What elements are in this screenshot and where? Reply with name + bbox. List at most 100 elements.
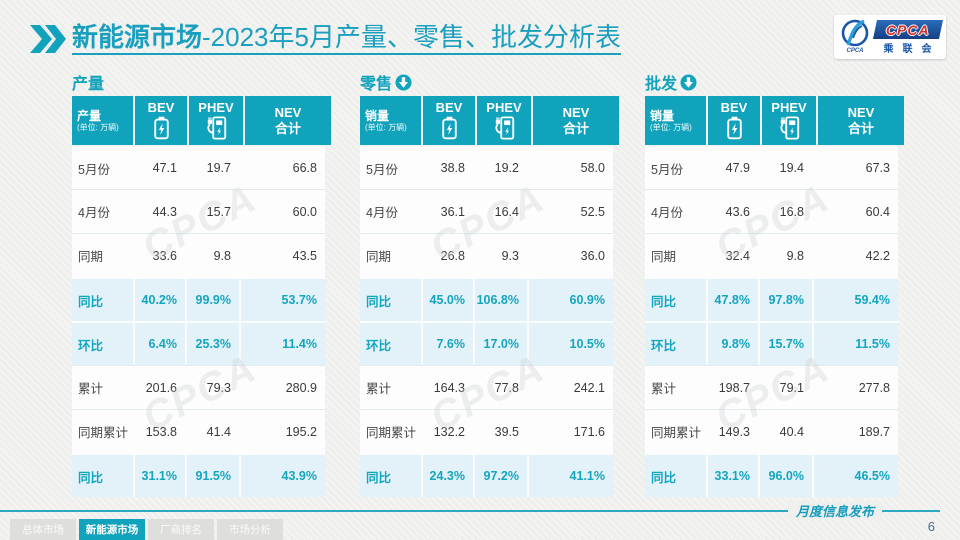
- nav-tab-厂商排名[interactable]: 厂商排名: [148, 519, 214, 540]
- total-label-line2: 合计: [274, 120, 301, 136]
- cell-value: 32.4: [725, 248, 750, 263]
- row-label: 同比: [366, 294, 392, 309]
- cell-value: 38.8: [440, 161, 465, 175]
- table-row: 同比 45.0% 106.8% 60.9%: [360, 277, 613, 321]
- table-row: 累计 164.3 77.8 242.1: [360, 365, 613, 409]
- table-row: 累计 201.6 79.3 280.9: [72, 365, 325, 409]
- page-title-rest: -2023年5月产量、零售、批发分析表: [202, 22, 621, 52]
- table-row: 环比 7.6% 17.0% 10.5%: [360, 321, 613, 365]
- row-label: 5月份: [366, 162, 398, 177]
- cell-value: 91.5%: [185, 455, 239, 497]
- cell-value: 33.1%: [706, 455, 758, 497]
- cell-value: 15.7: [206, 204, 231, 219]
- section-title: 批发: [645, 76, 678, 93]
- table-header-row: 销量 (单位: 万辆) BEV PHEV NEV 合计: [645, 96, 904, 145]
- section-production: 产量 产量 (单位: 万辆) BEV PHEV NEV 合计 5月份 47.1 19.7 66.8 4…: [72, 70, 331, 497]
- row-label: 同期累计: [366, 426, 417, 440]
- cell-value: 60.9%: [527, 279, 613, 321]
- header-cell-col_bev: BEV: [708, 96, 760, 145]
- cell-value: 149.3: [718, 424, 750, 439]
- nav-tab-市场分析[interactable]: 市场分析: [217, 519, 283, 540]
- header-cell-metric: 销量 (单位: 万辆): [360, 96, 421, 145]
- cell-value: 59.4%: [812, 279, 898, 321]
- table-row: 同比 31.1% 91.5% 43.9%: [72, 453, 325, 497]
- cell-value: 10.5%: [527, 323, 613, 365]
- row-label: 累计: [78, 382, 104, 396]
- metric-title: 产量: [77, 108, 102, 123]
- table-body: 5月份 47.1 19.7 66.8 4月份 44.3 15.7 60.0 同期 33.6 9.8 4…: [72, 145, 325, 497]
- cell-value: 99.9%: [185, 279, 239, 321]
- cell-value: 9.8: [213, 248, 231, 263]
- cell-value: 60.0: [292, 204, 317, 219]
- cell-value: 6.4%: [133, 323, 185, 365]
- nav-tab-新能源市场[interactable]: 新能源市场: [79, 519, 145, 540]
- nav-tab-总体市场[interactable]: 总体市场: [10, 519, 76, 540]
- phev-charger-icon: [204, 116, 228, 140]
- header-cell-total: NEV 合计: [818, 96, 904, 145]
- metric-title: 销量: [365, 108, 390, 123]
- cell-value: 43.6: [725, 204, 750, 219]
- table-row: 4月份 36.1 16.4 52.5: [360, 189, 613, 233]
- metric-unit: (单位: 万辆): [650, 122, 692, 132]
- total-label-line2: 合计: [847, 120, 874, 136]
- column-label: PHEV: [486, 100, 522, 115]
- section-header: 批发: [645, 70, 898, 94]
- row-label: 同比: [78, 470, 104, 485]
- data-table: 产量 (单位: 万辆) BEV PHEV NEV 合计 5月份 47.1 19.7 66.8 4月份…: [72, 96, 331, 497]
- page-number: 6: [927, 519, 935, 534]
- section-title: 产量: [72, 76, 105, 93]
- cell-value: 7.6%: [421, 323, 473, 365]
- metric-unit: (单位: 万辆): [365, 122, 407, 132]
- cell-value: 11.4%: [239, 323, 325, 365]
- total-label-line1: NEV: [274, 104, 302, 120]
- cpca-logo: CPCA CPCA 乘联会: [834, 15, 946, 59]
- double-chevron-icon: [30, 24, 66, 53]
- section-title: 零售: [360, 76, 393, 93]
- row-label: 环比: [651, 338, 677, 353]
- cell-value: 106.8%: [473, 279, 527, 321]
- table-body: 5月份 47.9 19.4 67.3 4月份 43.6 16.8 60.4 同期 32.4 9.8 4…: [645, 145, 898, 497]
- page-title-prefix: 新能源市场: [72, 22, 203, 52]
- total-label-line2: 合计: [562, 120, 589, 136]
- cell-value: 15.7%: [758, 323, 812, 365]
- row-label: 环比: [78, 338, 104, 353]
- table-row: 4月份 44.3 15.7 60.0: [72, 189, 325, 233]
- cell-value: 45.0%: [421, 279, 473, 321]
- row-label: 4月份: [651, 206, 683, 220]
- cell-value: 43.5: [292, 248, 317, 263]
- cell-value: 47.8%: [706, 279, 758, 321]
- table-row: 5月份 47.9 19.4 67.3: [645, 145, 898, 189]
- cell-value: 25.3%: [185, 323, 239, 365]
- section-header: 零售: [360, 70, 613, 94]
- table-row: 同比 40.2% 99.9% 53.7%: [72, 277, 325, 321]
- column-label: BEV: [435, 100, 463, 115]
- cell-value: 67.3: [865, 161, 890, 175]
- table-body: 5月份 38.8 19.2 58.0 4月份 36.1 16.4 52.5 同期 26.8 9.3 3…: [360, 145, 613, 497]
- cell-value: 96.0%: [758, 455, 812, 497]
- header-cell-metric: 产量 (单位: 万辆): [72, 96, 133, 145]
- table-row: 同期 33.6 9.8 43.5: [72, 233, 325, 277]
- total-label-line1: NEV: [847, 104, 875, 120]
- metric-title: 销量: [650, 108, 675, 123]
- bev-battery-icon: [441, 116, 457, 140]
- cell-value: 44.3: [152, 204, 177, 219]
- phev-charger-icon: [492, 116, 516, 140]
- header-cell-col_bev: BEV: [423, 96, 475, 145]
- cell-value: 171.6: [573, 424, 605, 439]
- down-arrow-circle-icon: [395, 73, 412, 91]
- row-label: 5月份: [651, 162, 683, 177]
- table-header-row: 产量 (单位: 万辆) BEV PHEV NEV 合计: [72, 96, 331, 145]
- table-row: 同期 32.4 9.8 42.2: [645, 233, 898, 277]
- cell-value: 60.4: [865, 204, 890, 219]
- section-header: 产量: [72, 70, 325, 94]
- cell-value: 189.7: [858, 424, 890, 439]
- bottom-nav: 总体市场 新能源市场 厂商排名 市场分析: [10, 519, 283, 540]
- cell-value: 58.0: [580, 161, 605, 175]
- header: 新能源市场-2023年5月产量、零售、批发分析表: [30, 22, 621, 55]
- cell-value: 79.3: [206, 380, 231, 395]
- data-table: 销量 (单位: 万辆) BEV PHEV NEV 合计 5月份 47.9 19.4 67.3 4月份…: [645, 96, 904, 497]
- cell-value: 9.8: [786, 248, 804, 263]
- cell-value: 79.1: [779, 380, 804, 395]
- row-label: 同比: [651, 294, 677, 309]
- cpca-wordmark: CPCA: [872, 19, 943, 39]
